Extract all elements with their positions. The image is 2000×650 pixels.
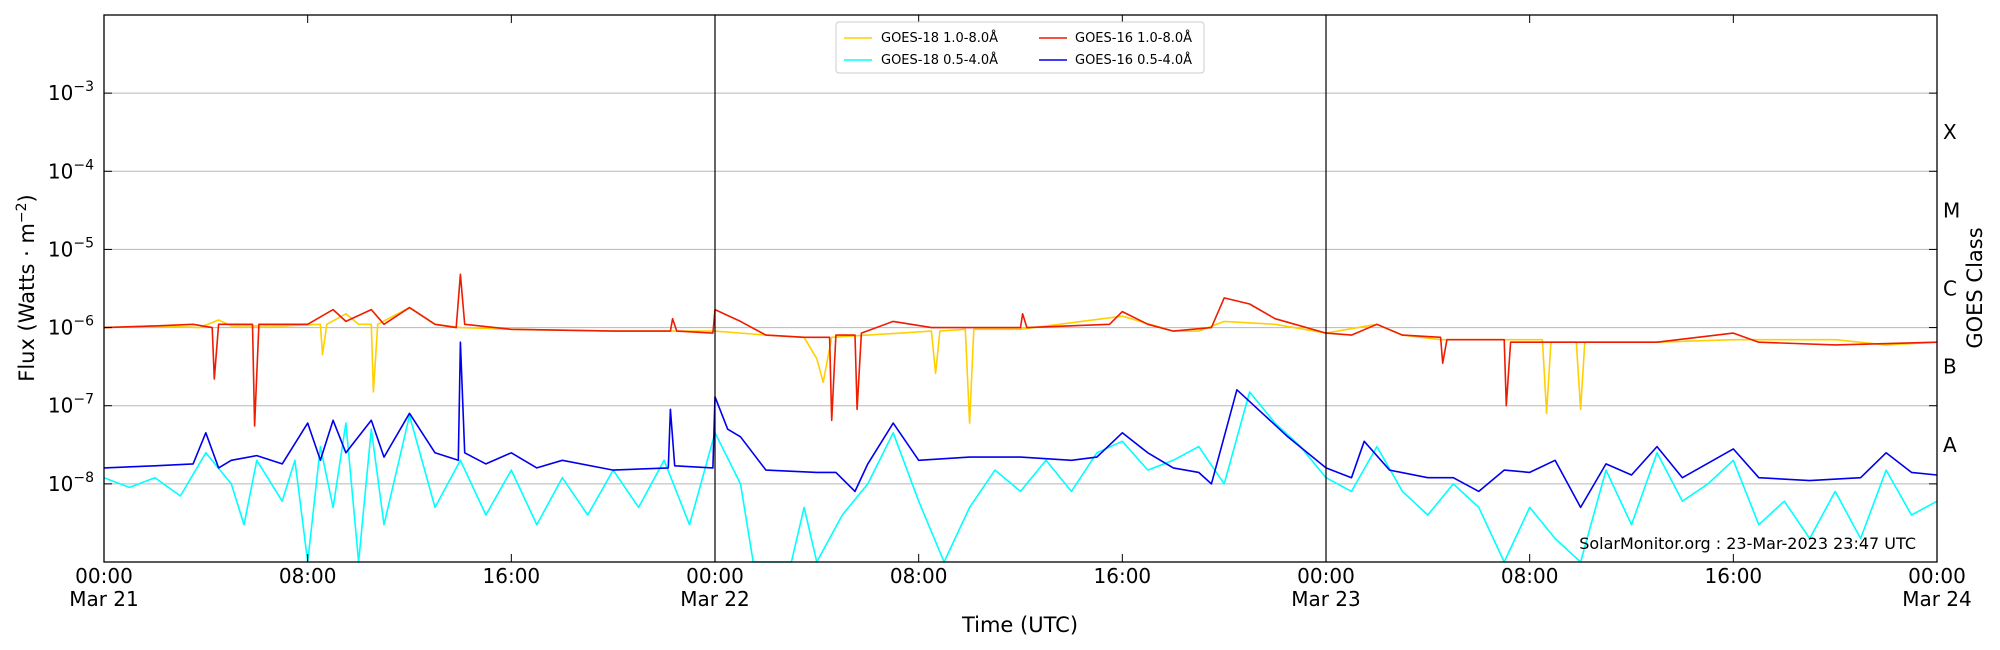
y-tick-label: 10−8 bbox=[48, 470, 94, 496]
y-tick-base: 10 bbox=[48, 472, 73, 496]
plot-frame bbox=[103, 14, 1938, 563]
x-tick-label-time: 00:00 bbox=[75, 564, 133, 588]
goes-class-c: C bbox=[1943, 277, 1957, 301]
y-axis-title-main: Flux (Watts · m bbox=[15, 223, 39, 382]
y-tick-exponent: −8 bbox=[73, 470, 94, 486]
y-tick-exponent: −7 bbox=[73, 392, 94, 408]
y-axis-title-exponent: −2 bbox=[14, 202, 30, 223]
y-tick-exponent: −3 bbox=[73, 79, 94, 95]
x-tick-label-date: Mar 21 bbox=[69, 587, 139, 611]
x-tick-label-time: 00:00 bbox=[686, 564, 744, 588]
legend: GOES-18 1.0-8.0Å GOES-16 1.0-8.0Å GOES-1… bbox=[835, 21, 1205, 74]
day-boundary-lines bbox=[714, 15, 1327, 562]
y-tick-base: 10 bbox=[48, 81, 73, 105]
y-tick-label: 10−4 bbox=[48, 157, 94, 183]
y-axis-title: Flux (Watts · m−2) bbox=[14, 194, 39, 382]
series-goes16-long bbox=[103, 273, 1938, 427]
y-tick-label: 10−3 bbox=[48, 79, 94, 105]
x-tick-label-time: 08:00 bbox=[279, 564, 337, 588]
legend-label-goes18-long: GOES-18 1.0-8.0Å bbox=[881, 30, 998, 46]
x-tick-label-time: 16:00 bbox=[483, 564, 541, 588]
y-tick-base: 10 bbox=[48, 237, 73, 261]
legend-label-goes16-long: GOES-16 1.0-8.0Å bbox=[1075, 30, 1192, 46]
x-tick-label-time: 00:00 bbox=[1908, 564, 1966, 588]
x-tick-label-time: 00:00 bbox=[1297, 564, 1355, 588]
goes-class-a: A bbox=[1943, 433, 1957, 457]
right-axis-title: GOES Class bbox=[1963, 227, 1987, 348]
x-axis-title: Time (UTC) bbox=[961, 613, 1078, 637]
x-tick-label-date: Mar 24 bbox=[1902, 587, 1972, 611]
goes-class-x: X bbox=[1943, 120, 1957, 144]
y-tick-exponent: −5 bbox=[73, 235, 94, 251]
goes-class-m: M bbox=[1943, 198, 1960, 222]
goes-class-labels: A B C M X bbox=[1943, 120, 1960, 457]
x-tick-label-time: 08:00 bbox=[890, 564, 948, 588]
y-axis-title-close: ) bbox=[15, 194, 39, 202]
series-goes16-short bbox=[103, 341, 1938, 509]
series-goes18-long bbox=[103, 306, 1938, 424]
legend-box bbox=[835, 21, 1205, 74]
legend-label-goes16-short: GOES-16 0.5-4.0Å bbox=[1075, 52, 1192, 68]
x-tick-label-time: 08:00 bbox=[1501, 564, 1559, 588]
y-tick-exponent: −4 bbox=[73, 157, 94, 173]
goes-class-b: B bbox=[1943, 355, 1957, 379]
y-axis-ticks: 10−810−710−610−510−410−3 bbox=[48, 79, 1937, 496]
x-tick-label-date: Mar 23 bbox=[1291, 587, 1361, 611]
x-tick-label-date: Mar 22 bbox=[680, 587, 750, 611]
credit-text: SolarMonitor.org : 23-Mar-2023 23:47 UTC bbox=[1579, 534, 1916, 553]
y-tick-exponent: −6 bbox=[73, 314, 94, 330]
y-tick-label: 10−6 bbox=[48, 314, 94, 340]
y-tick-base: 10 bbox=[48, 159, 73, 183]
y-tick-base: 10 bbox=[48, 316, 73, 340]
series-lines bbox=[103, 273, 1938, 563]
y-tick-label: 10−5 bbox=[48, 235, 94, 261]
legend-label-goes18-short: GOES-18 0.5-4.0Å bbox=[881, 52, 998, 68]
y-tick-label: 10−7 bbox=[48, 392, 94, 418]
x-tick-label-time: 16:00 bbox=[1094, 564, 1152, 588]
y-tick-base: 10 bbox=[48, 394, 73, 418]
x-tick-label-time: 16:00 bbox=[1705, 564, 1763, 588]
